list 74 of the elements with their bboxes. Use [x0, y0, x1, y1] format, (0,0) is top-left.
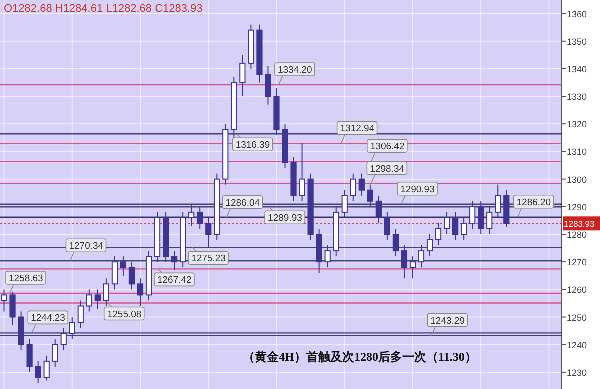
- ref-line-label: 1244.23: [31, 313, 66, 324]
- candlestick: [367, 184, 374, 208]
- ref-line-label: 1270.34: [69, 241, 104, 252]
- ref-line-label: 1258.63: [9, 273, 44, 284]
- y-tick-label: 1300: [567, 174, 588, 185]
- y-tick-label: 1290: [567, 202, 588, 212]
- candlestick: [299, 142, 306, 202]
- candlestick: [172, 250, 178, 271]
- candlestick: [324, 245, 331, 268]
- candlestick: [197, 206, 204, 230]
- candlestick: [52, 338, 58, 368]
- candlestick: [1, 289, 8, 312]
- y-tick-label: 1340: [567, 64, 588, 74]
- candlestick: [128, 262, 136, 290]
- y-tick-label: 1320: [567, 120, 588, 130]
- y-tick-label: 1240: [567, 340, 588, 350]
- ref-line-label: 1275.23: [192, 254, 226, 265]
- ref-line-label: 1290.93: [400, 184, 435, 196]
- y-tick-label: 1260: [567, 285, 588, 296]
- candlestick: [78, 300, 84, 329]
- y-tick-label: 1330: [567, 92, 588, 102]
- candlestick: [392, 228, 400, 258]
- ref-line-label: 1316.39: [236, 140, 270, 152]
- ref-line-label: 1255.08: [107, 309, 142, 320]
- candlestick: [44, 355, 50, 382]
- candlestick: [384, 212, 390, 241]
- y-tick-label: 1270: [567, 258, 588, 268]
- candlestick: [206, 217, 212, 249]
- chart-subtitle: O1282.68 H1284.61 L1282.68 C1283.93: [4, 3, 203, 15]
- candlestick: [35, 360, 42, 384]
- candlestick: [401, 245, 408, 280]
- ref-line-label: 1312.94: [340, 124, 375, 135]
- ref-line-label: 1306.42: [370, 142, 405, 153]
- candlestick: [94, 289, 101, 310]
- candlestick: [418, 245, 425, 268]
- candlestick: [112, 256, 118, 290]
- candlestick: [358, 173, 365, 196]
- candlestick: [410, 256, 416, 280]
- candlestick: [426, 234, 434, 258]
- ref-line-label: 1289.93: [268, 213, 302, 224]
- candlestick: [435, 222, 442, 246]
- candlestick: [240, 54, 246, 98]
- candlestick: [26, 338, 33, 373]
- candlestick: [265, 66, 272, 106]
- y-tick-label: 1250: [567, 312, 588, 323]
- ref-line-label: 1286.04: [226, 198, 260, 209]
- candlestick: [470, 200, 476, 230]
- ref-line-label: 1298.34: [370, 164, 405, 175]
- y-tick-label: 1310: [567, 147, 588, 158]
- candlestick: [60, 328, 67, 351]
- candlestick: [452, 212, 459, 241]
- candlestick: [495, 184, 502, 218]
- y-tick-label: 1360: [567, 9, 588, 20]
- y-tick-label: 1350: [567, 36, 588, 47]
- candlestick: [486, 206, 493, 236]
- candlestick: [188, 204, 195, 227]
- ref-line-label: 1243.29: [430, 316, 465, 327]
- candlestick: [350, 173, 356, 202]
- ref-line-label: 1283.93: [564, 219, 595, 230]
- candlestick: [342, 190, 348, 218]
- candlestick: [86, 289, 92, 312]
- y-tick-label: 1280: [567, 230, 588, 240]
- candlestick: [120, 256, 127, 276]
- ref-line-label: 1267.42: [157, 275, 192, 286]
- candlestick: [376, 195, 382, 224]
- candlestick: [137, 278, 144, 307]
- y-tick-label: 1230: [567, 368, 588, 378]
- candlestick: [69, 316, 76, 340]
- text: （黄金4H）首触及次1280后多一次（11.30）: [243, 350, 477, 364]
- candlestick: [444, 212, 450, 236]
- ref-line-label: 1286.20: [516, 197, 552, 208]
- candlestick: [461, 217, 468, 241]
- ref-line-label: 1334.20: [278, 64, 312, 76]
- candlestick: [478, 200, 484, 236]
